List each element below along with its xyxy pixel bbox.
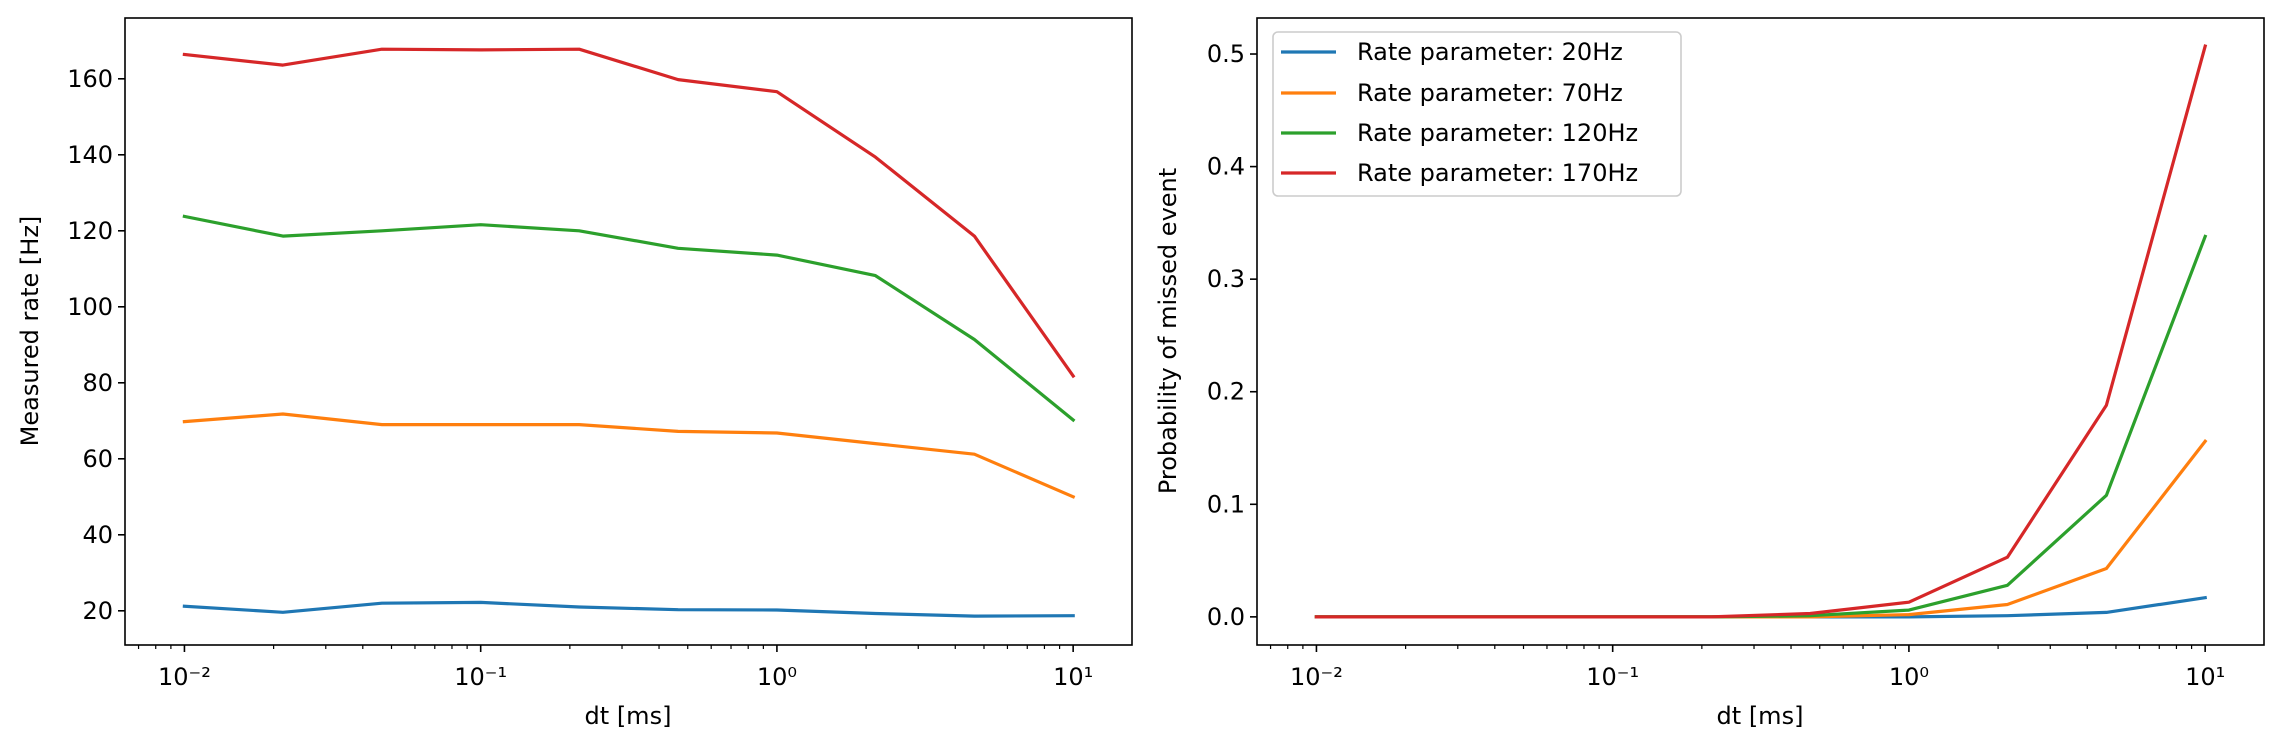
left-y-tick-label: 40 — [82, 521, 113, 549]
left-y-tick-label: 140 — [67, 141, 113, 169]
left-y-tick-label: 60 — [82, 445, 113, 473]
right-y-tick-label: 0.2 — [1207, 378, 1245, 406]
left-series-line-0 — [182, 600, 1075, 618]
right-x-ticks: 10⁻² 10⁻¹ 10⁰ 10¹ — [1269, 645, 2225, 691]
left-series-group — [182, 47, 1076, 618]
left-x-tick-label: 10⁻¹ — [454, 663, 507, 691]
right-x-axis-label: dt [ms] — [1717, 702, 1804, 730]
right-y-tick-label: 0.4 — [1207, 153, 1245, 181]
left-x-tick-label: 10⁰ — [757, 663, 797, 691]
left-x-axis-label: dt [ms] — [585, 702, 672, 730]
legend-label-20hz: Rate parameter: 20Hz — [1357, 38, 1623, 66]
legend-label-120hz: Rate parameter: 120Hz — [1357, 119, 1638, 147]
legend: Rate parameter: 20Hz Rate parameter: 70H… — [1272, 31, 1682, 197]
left-y-ticks: 20 40 60 80 100 120 140 160 — [67, 65, 125, 625]
left-y-tick-label: 80 — [82, 369, 113, 397]
left-series-line-1 — [182, 412, 1076, 499]
left-chart-panel: 10⁻² 10⁻¹ 10⁰ 10¹ 20 40 60 80 100 120 140 160 dt [… — [16, 17, 1133, 730]
right-series-line-3 — [1314, 44, 2208, 619]
right-chart-panel: 10⁻² 10⁻¹ 10⁰ 10¹ 0.0 0.1 0.2 0.3 0.4 0.5 dt [ms… — [1154, 17, 2265, 730]
right-y-tick-label: 0.5 — [1207, 40, 1245, 68]
left-x-ticks: 10⁻² 10⁻¹ 10⁰ 10¹ — [137, 645, 1093, 691]
right-y-tick-label: 0.0 — [1207, 603, 1245, 631]
right-y-axis-label: Probability of missed event — [1154, 168, 1182, 494]
right-y-tick-label: 0.1 — [1207, 490, 1245, 518]
left-axes-frame — [124, 17, 1133, 646]
left-y-tick-label: 20 — [82, 597, 113, 625]
legend-label-70hz: Rate parameter: 70Hz — [1357, 79, 1623, 107]
left-y-tick-label: 100 — [67, 293, 113, 321]
left-plot-area — [125, 18, 1132, 645]
legend-label-170hz: Rate parameter: 170Hz — [1357, 159, 1638, 187]
right-x-tick-label: 10⁻² — [1290, 663, 1343, 691]
left-x-tick-label: 10¹ — [1053, 663, 1093, 691]
right-axes-frame — [1256, 17, 2265, 646]
right-x-tick-label: 10⁻¹ — [1586, 663, 1639, 691]
right-y-ticks: 0.0 0.1 0.2 0.3 0.4 0.5 — [1207, 40, 1257, 631]
left-y-axis-label: Measured rate [Hz] — [16, 216, 44, 447]
right-x-tick-label: 10⁰ — [1889, 663, 1929, 691]
left-y-tick-label: 120 — [67, 217, 113, 245]
left-y-tick-label: 160 — [67, 65, 113, 93]
right-x-tick-label: 10¹ — [2185, 663, 2225, 691]
right-y-tick-label: 0.3 — [1207, 265, 1245, 293]
right-series-group — [1314, 44, 2208, 619]
legend-frame — [1272, 31, 1682, 197]
left-series-line-2 — [182, 214, 1076, 423]
left-x-tick-label: 10⁻² — [158, 663, 211, 691]
left-series-line-3 — [182, 47, 1076, 379]
